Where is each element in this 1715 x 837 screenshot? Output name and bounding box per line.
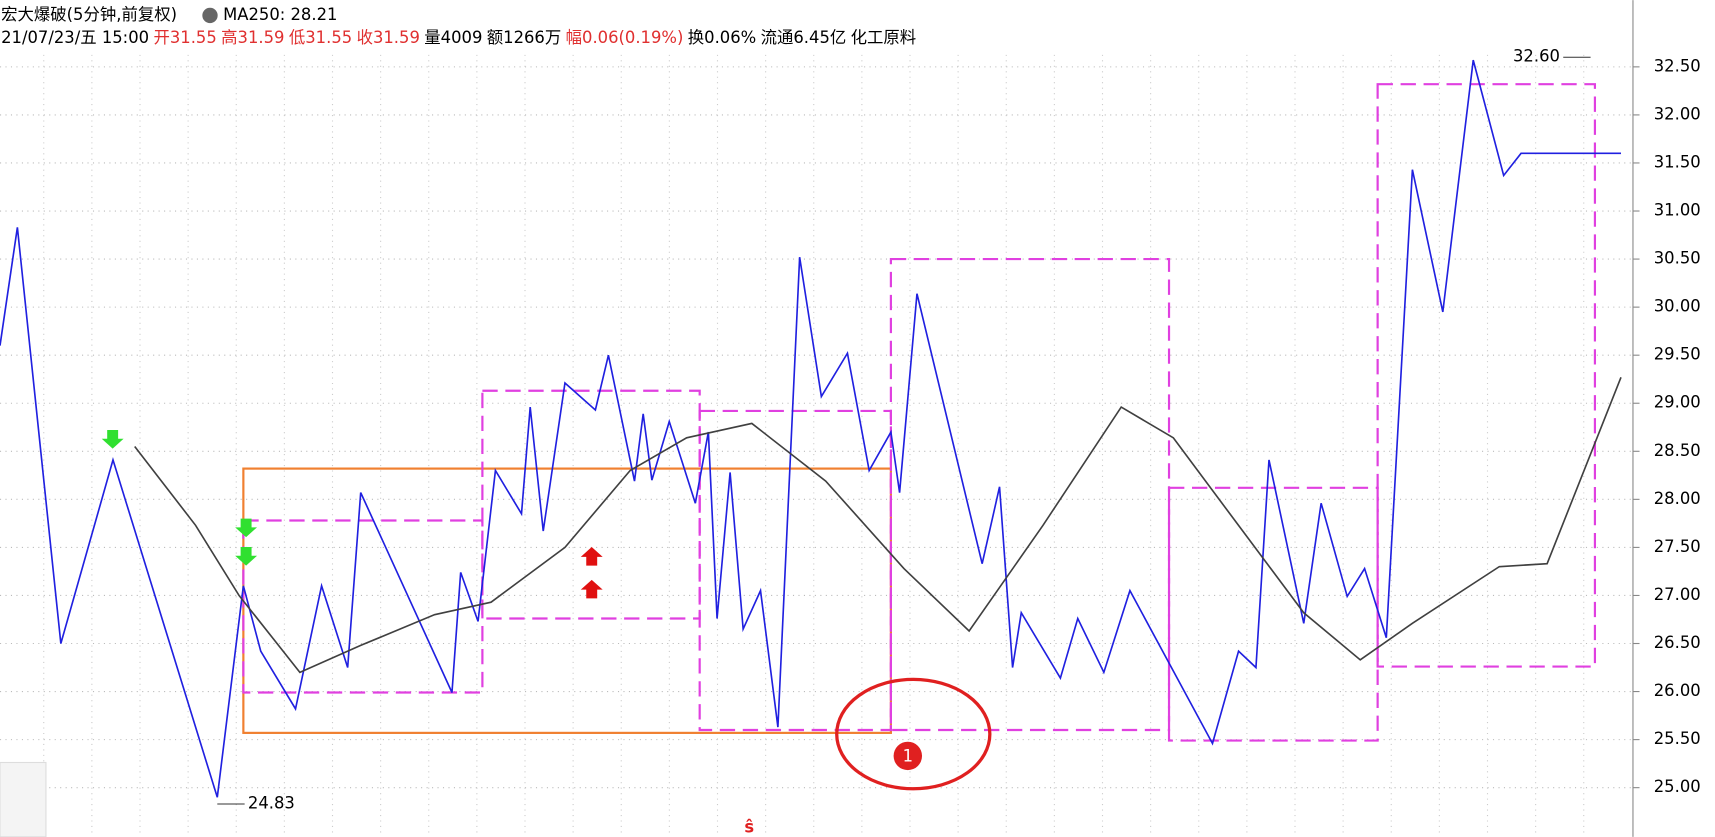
signal-label: ŝ xyxy=(744,818,754,837)
y-tick-label: 30.50 xyxy=(1654,249,1701,268)
y-tick-label: 28.50 xyxy=(1654,441,1701,460)
range-box xyxy=(1376,83,1597,668)
marker-label: 1 xyxy=(903,747,913,766)
sell-arrow xyxy=(101,429,124,449)
range-box xyxy=(889,257,1171,732)
range-box xyxy=(698,409,892,732)
sell-arrow xyxy=(235,547,258,566)
high-label: 32.60 xyxy=(1513,47,1560,66)
info-item: 幅 xyxy=(566,28,582,47)
info-item: 收31.59 xyxy=(357,28,420,47)
info-item: 低31.55 xyxy=(289,28,352,47)
grid xyxy=(0,54,1633,837)
info-line: 21/07/23/五 15:00 开31.55 高31.59 低31.55 收31.59… xyxy=(1,28,916,47)
info-item: 量4009 xyxy=(424,28,482,47)
info-item: 0.06(0.19%) xyxy=(582,28,683,47)
info-item: 高31.59 xyxy=(221,28,284,47)
y-tick-label: 28.00 xyxy=(1654,489,1701,508)
info-item: 换0.06% xyxy=(688,28,756,47)
series-line xyxy=(134,376,1622,674)
info-item: 化工原料 xyxy=(851,28,917,47)
y-tick-label: 25.00 xyxy=(1654,777,1701,796)
y-tick-label: 25.50 xyxy=(1654,729,1701,748)
highlight-circle xyxy=(835,677,992,791)
settings-icon[interactable] xyxy=(202,7,218,24)
low-label: 24.83 xyxy=(248,794,295,813)
y-tick-label: 29.00 xyxy=(1654,393,1701,412)
y-tick-label: 26.00 xyxy=(1654,681,1701,700)
info-item: 额1266万 xyxy=(487,28,561,47)
y-tick-label: 27.00 xyxy=(1654,585,1701,604)
y-tick-label: 27.50 xyxy=(1654,537,1701,556)
y-tick-label: 31.00 xyxy=(1654,201,1701,220)
info-item: 开31.55 xyxy=(153,28,216,47)
info-item: 21/07/23/五 15:00 xyxy=(1,28,149,47)
y-tick-label: 26.50 xyxy=(1654,633,1701,652)
chart-title: 宏大爆破(5分钟,前复权) xyxy=(1,5,177,24)
series-line xyxy=(0,59,1621,798)
y-tick-label: 29.50 xyxy=(1654,345,1701,364)
info-item: 流通6.45亿 xyxy=(761,28,847,47)
marker-badge xyxy=(893,741,923,771)
buy-arrow xyxy=(580,579,603,599)
y-tick-label: 32.50 xyxy=(1654,56,1701,75)
toolbar[interactable] xyxy=(0,761,47,837)
indicator: MA250: 28.21 xyxy=(223,5,337,24)
plot xyxy=(0,56,1622,805)
sell-arrow xyxy=(235,518,258,538)
y-tick-label: 32.00 xyxy=(1654,104,1701,123)
y-tick-label: 30.00 xyxy=(1654,297,1701,316)
y-tick-label: 31.50 xyxy=(1654,152,1701,171)
buy-arrow xyxy=(580,547,603,566)
